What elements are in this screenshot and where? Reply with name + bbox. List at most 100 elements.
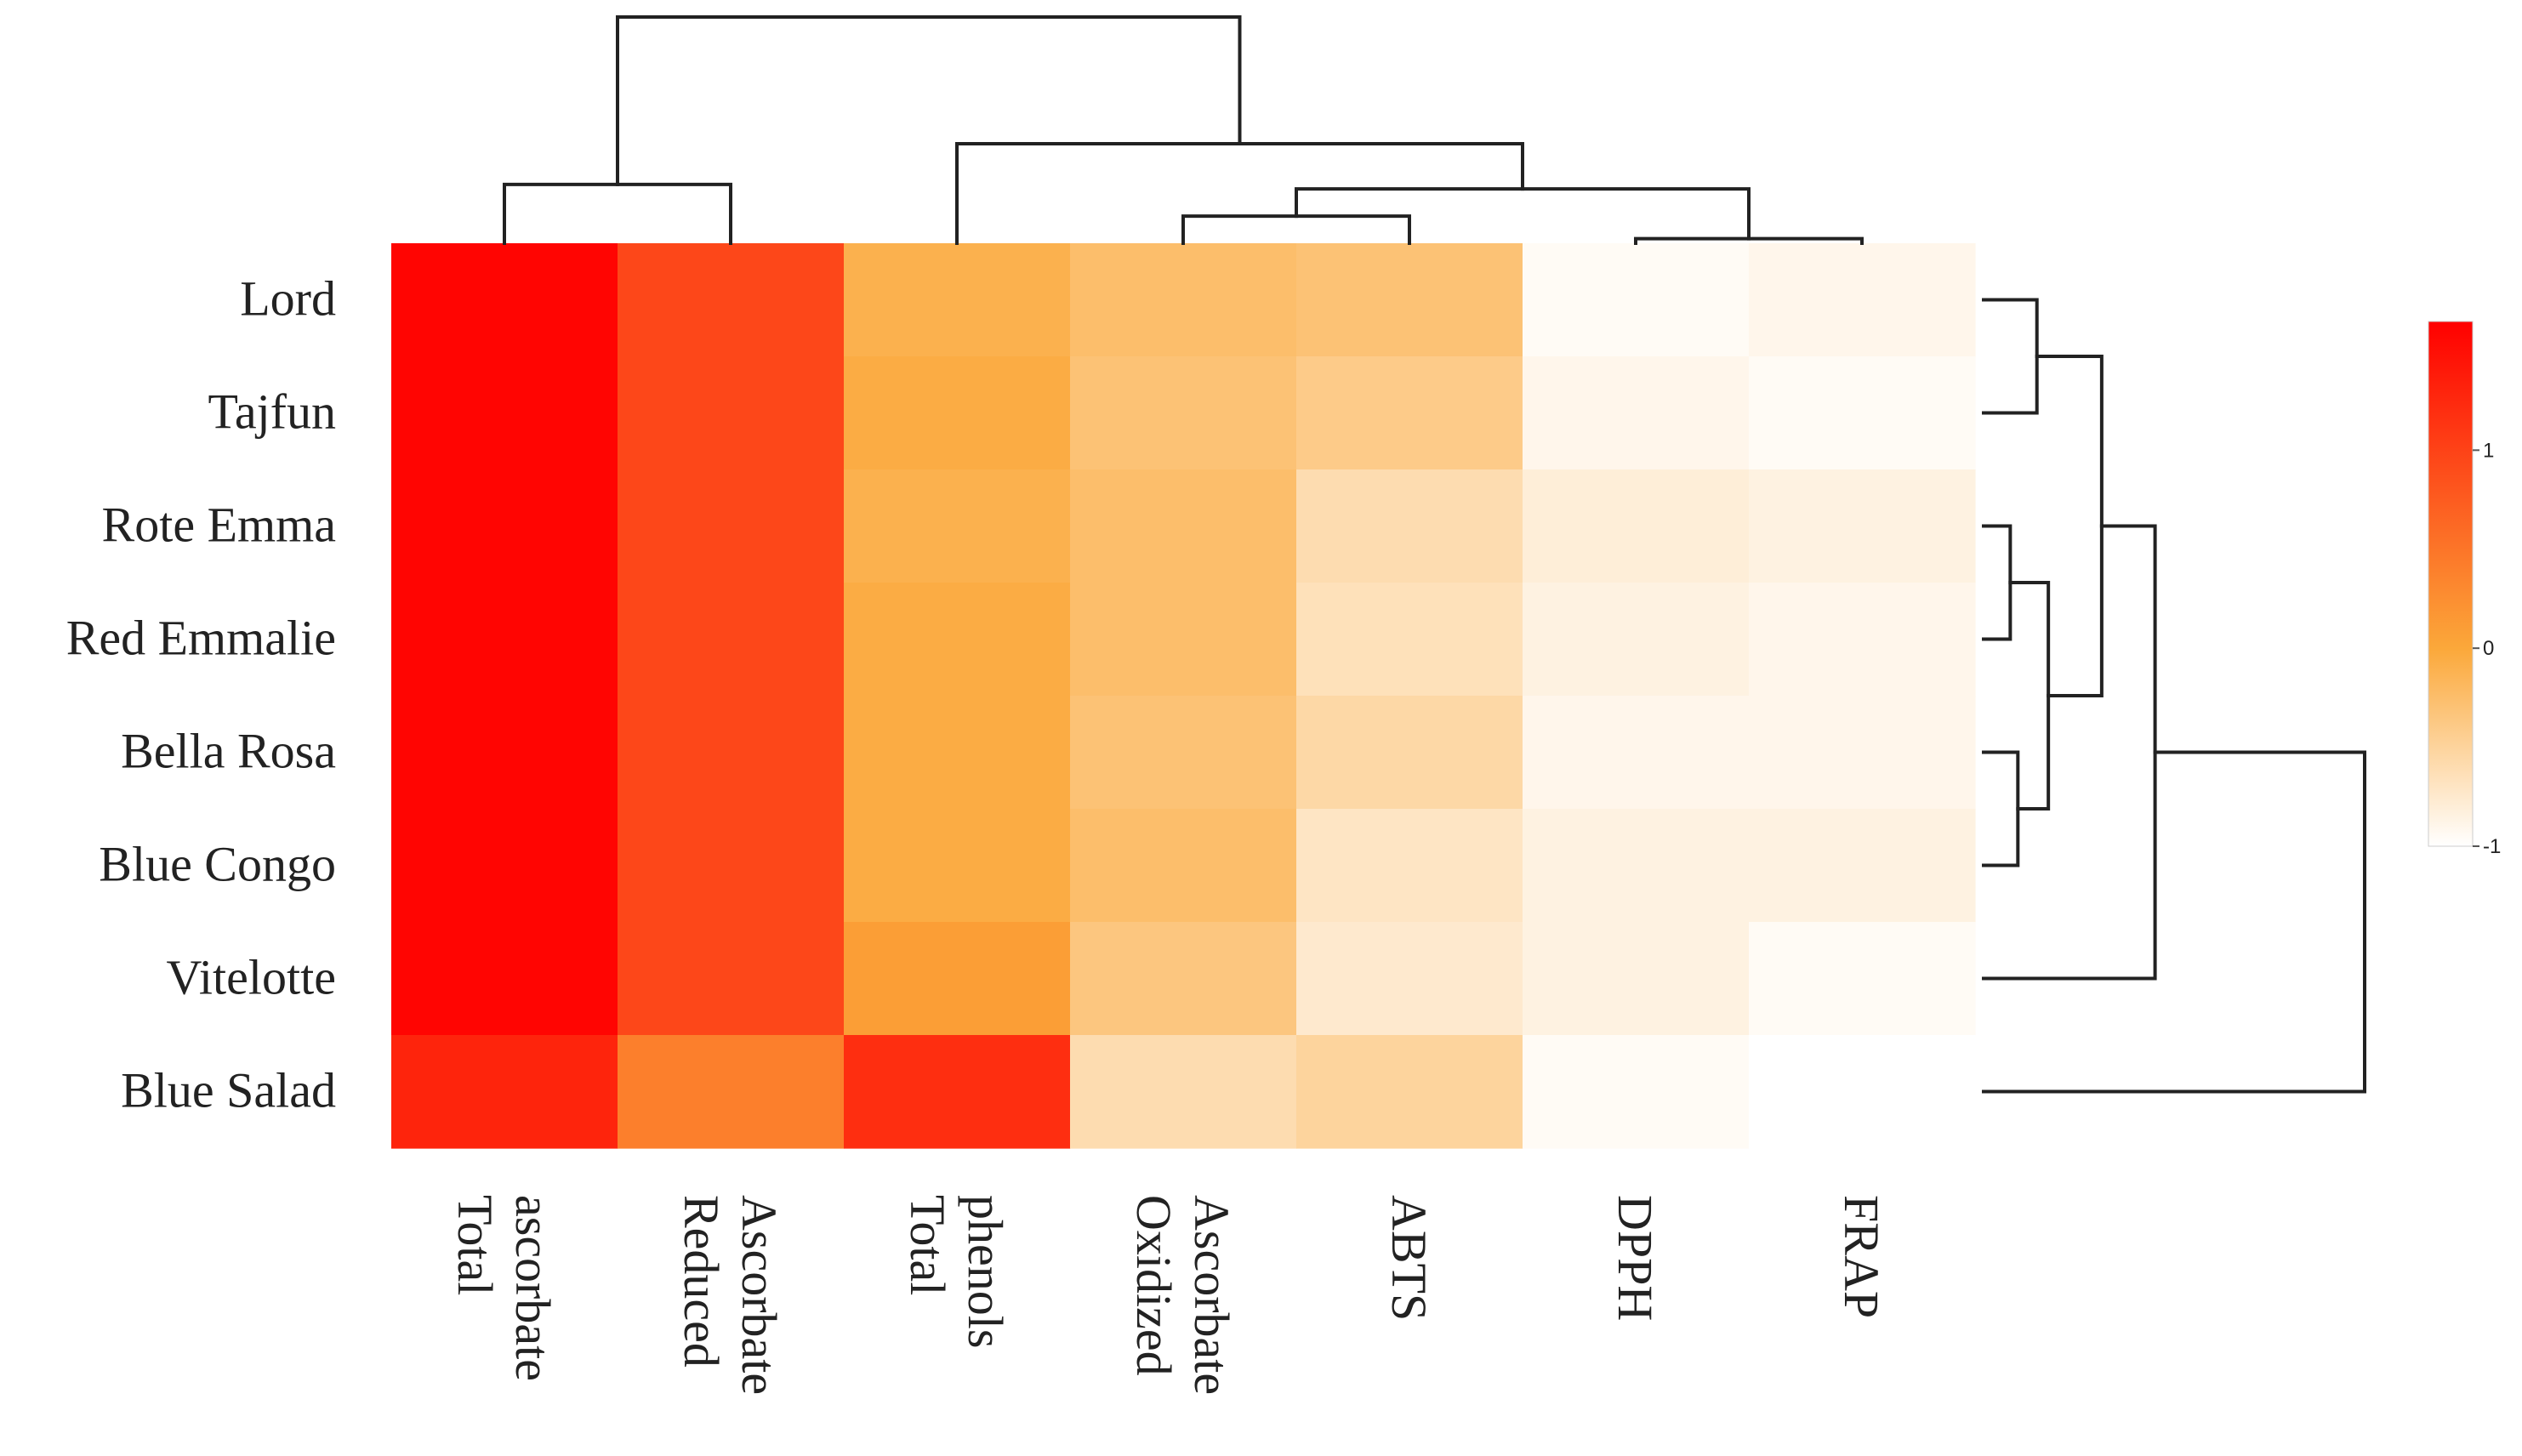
- heatmap-cell-blue-congo-total-ascorbate: [391, 809, 618, 923]
- column-label-line: Ascorbate: [732, 1195, 787, 1395]
- heatmap-cell-tajfun-oxidized-ascorbate: [1070, 356, 1297, 470]
- heatmap-cell-blue-salad-frap: [1749, 1035, 1976, 1149]
- column-dendrogram-branch: [1295, 187, 1751, 241]
- heatmap-cell-blue-salad-oxidized-ascorbate: [1070, 1035, 1297, 1149]
- heatmap-cell-lord-total-ascorbate: [391, 243, 618, 357]
- heatmap-cell-red-emmalie-oxidized-ascorbate: [1070, 583, 1297, 697]
- heatmap-cell-vitelotte-frap: [1749, 922, 1976, 1036]
- column-labels: Total ascorbate Reduced Ascorbate Total pheno…: [447, 1195, 1889, 1395]
- heatmap-cell-blue-congo-dpph: [1523, 809, 1750, 923]
- heatmap-cell-blue-salad-dpph: [1523, 1035, 1750, 1149]
- row-label-red-emmalie: Red Emmalie: [66, 611, 336, 666]
- legend-tick-label: 1: [2483, 439, 2494, 462]
- legend-tick-label: -1: [2483, 835, 2501, 858]
- heatmap-cell-blue-salad-total-ascorbate: [391, 1035, 618, 1149]
- heatmap-cell-rote-emma-total-ascorbate: [391, 469, 618, 583]
- heatmap-cell-tajfun-frap: [1749, 356, 1976, 470]
- row-labels: Lord Tajfun Rote Emma Red Emmalie Bella Rosa…: [66, 271, 336, 1118]
- column-label-line: Ascorbate: [1184, 1195, 1239, 1395]
- heatmap-cell-bella-rosa-dpph: [1523, 696, 1750, 810]
- heatmap-cell-lord-abts: [1296, 243, 1523, 357]
- color-legend: 1 0 -1: [2428, 321, 2501, 858]
- column-label-frap: FRAP: [1834, 1195, 1889, 1318]
- heatmap-cell-rote-emma-abts: [1296, 469, 1523, 583]
- heatmap-cell-vitelotte-total-ascorbate: [391, 922, 618, 1036]
- row-dendrogram: [1982, 298, 2366, 1094]
- column-label-line: Total: [447, 1195, 503, 1295]
- heatmap-cell-blue-salad-total-phenols: [844, 1035, 1071, 1149]
- column-label-line: phenols: [958, 1195, 1013, 1348]
- column-dendrogram-branch: [1181, 214, 1411, 245]
- column-label-line: Oxidized: [1126, 1195, 1181, 1376]
- heatmap-cell-vitelotte-oxidized-ascorbate: [1070, 922, 1297, 1036]
- heatmap-cell-tajfun-dpph: [1523, 356, 1750, 470]
- row-dendrogram-branch: [1982, 750, 2366, 1094]
- heatmap-cell-lord-frap: [1749, 243, 1976, 357]
- column-label-dpph: DPPH: [1608, 1195, 1663, 1321]
- row-label-vitelotte: Vitelotte: [167, 950, 336, 1005]
- row-dendrogram-branch: [2008, 581, 2051, 810]
- column-label-line: ABTS: [1381, 1195, 1437, 1321]
- legend-color-bar: [2428, 321, 2474, 847]
- heatmap-cell-vitelotte-total-phenols: [844, 922, 1071, 1036]
- column-label-total-phenols: Total phenols: [900, 1195, 1013, 1348]
- heatmap-cell-bella-rosa-total-phenols: [844, 696, 1071, 810]
- column-label-oxidized-ascorbate: Oxidized Ascorbate: [1126, 1195, 1239, 1395]
- heatmap-cell-vitelotte-reduced-ascorbate: [618, 922, 845, 1036]
- column-dendrogram-branch: [503, 182, 732, 245]
- heatmap-cell-tajfun-total-phenols: [844, 356, 1071, 470]
- legend-tick-label: 0: [2483, 637, 2494, 660]
- heatmap-cell-tajfun-total-ascorbate: [391, 356, 618, 470]
- row-dendrogram-branch: [1982, 298, 2039, 415]
- heatmap-cell-vitelotte-dpph: [1523, 922, 1750, 1036]
- heatmap-cell-rote-emma-frap: [1749, 469, 1976, 583]
- heatmap-cell-red-emmalie-total-ascorbate: [391, 583, 618, 697]
- heatmap-cell-lord-total-phenols: [844, 243, 1071, 357]
- heatmap-cell-red-emmalie-dpph: [1523, 583, 1750, 697]
- column-label-total-ascorbate: Total ascorbate: [447, 1195, 561, 1381]
- heatmap-cell-tajfun-abts: [1296, 356, 1523, 470]
- heatmap-cell-bella-rosa-reduced-ascorbate: [618, 696, 845, 810]
- heatmap-cell-lord-reduced-ascorbate: [618, 243, 845, 357]
- heatmap-cell-red-emmalie-reduced-ascorbate: [618, 583, 845, 697]
- row-dendrogram-branch: [1982, 524, 2012, 641]
- heatmap-cell-blue-congo-oxidized-ascorbate: [1070, 809, 1297, 923]
- heatmap-cell-rote-emma-oxidized-ascorbate: [1070, 469, 1297, 583]
- heatmap-cell-vitelotte-abts: [1296, 922, 1523, 1036]
- row-label-rote-emma: Rote Emma: [102, 498, 336, 553]
- heatmap-cell-bella-rosa-total-ascorbate: [391, 696, 618, 810]
- row-dendrogram-branch: [2035, 355, 2104, 697]
- heatmap-cell-lord-dpph: [1523, 243, 1750, 357]
- row-label-tajfun: Tajfun: [208, 384, 336, 440]
- heatmap-cell-red-emmalie-total-phenols: [844, 583, 1071, 697]
- column-label-line: DPPH: [1608, 1195, 1663, 1321]
- heatmap-cell-bella-rosa-abts: [1296, 696, 1523, 810]
- heatmap-cell-tajfun-reduced-ascorbate: [618, 356, 845, 470]
- heatmap-cell-red-emmalie-frap: [1749, 583, 1976, 697]
- column-label-reduced-ascorbate: Reduced Ascorbate: [674, 1195, 787, 1395]
- column-dendrogram-branch: [616, 15, 1242, 186]
- row-label-blue-salad: Blue Salad: [121, 1063, 336, 1118]
- heatmap-cell-blue-salad-abts: [1296, 1035, 1523, 1149]
- column-label-line: ascorbate: [505, 1195, 561, 1381]
- heatmap-cell-blue-congo-abts: [1296, 809, 1523, 923]
- heatmap-cell-blue-salad-reduced-ascorbate: [618, 1035, 845, 1149]
- heatmap-cell-blue-congo-reduced-ascorbate: [618, 809, 845, 923]
- heatmap-cell-bella-rosa-oxidized-ascorbate: [1070, 696, 1297, 810]
- heatmap-cell-red-emmalie-abts: [1296, 583, 1523, 697]
- column-label-abts: ABTS: [1381, 1195, 1437, 1321]
- heatmap-cell-blue-congo-total-phenols: [844, 809, 1071, 923]
- heatmap-cell-lord-oxidized-ascorbate: [1070, 243, 1297, 357]
- row-label-blue-congo: Blue Congo: [99, 837, 336, 892]
- column-dendrogram: [503, 15, 1864, 245]
- heatmap-cell-bella-rosa-frap: [1749, 696, 1976, 810]
- heatmap-cell-rote-emma-total-phenols: [844, 469, 1071, 583]
- column-dendrogram-branch: [955, 141, 1524, 245]
- heatmap-cell-blue-congo-frap: [1749, 809, 1976, 923]
- column-label-line: Reduced: [674, 1195, 729, 1368]
- row-label-lord: Lord: [240, 271, 336, 327]
- heatmap-cells: [391, 243, 1976, 1149]
- row-dendrogram-branch: [1982, 750, 2020, 867]
